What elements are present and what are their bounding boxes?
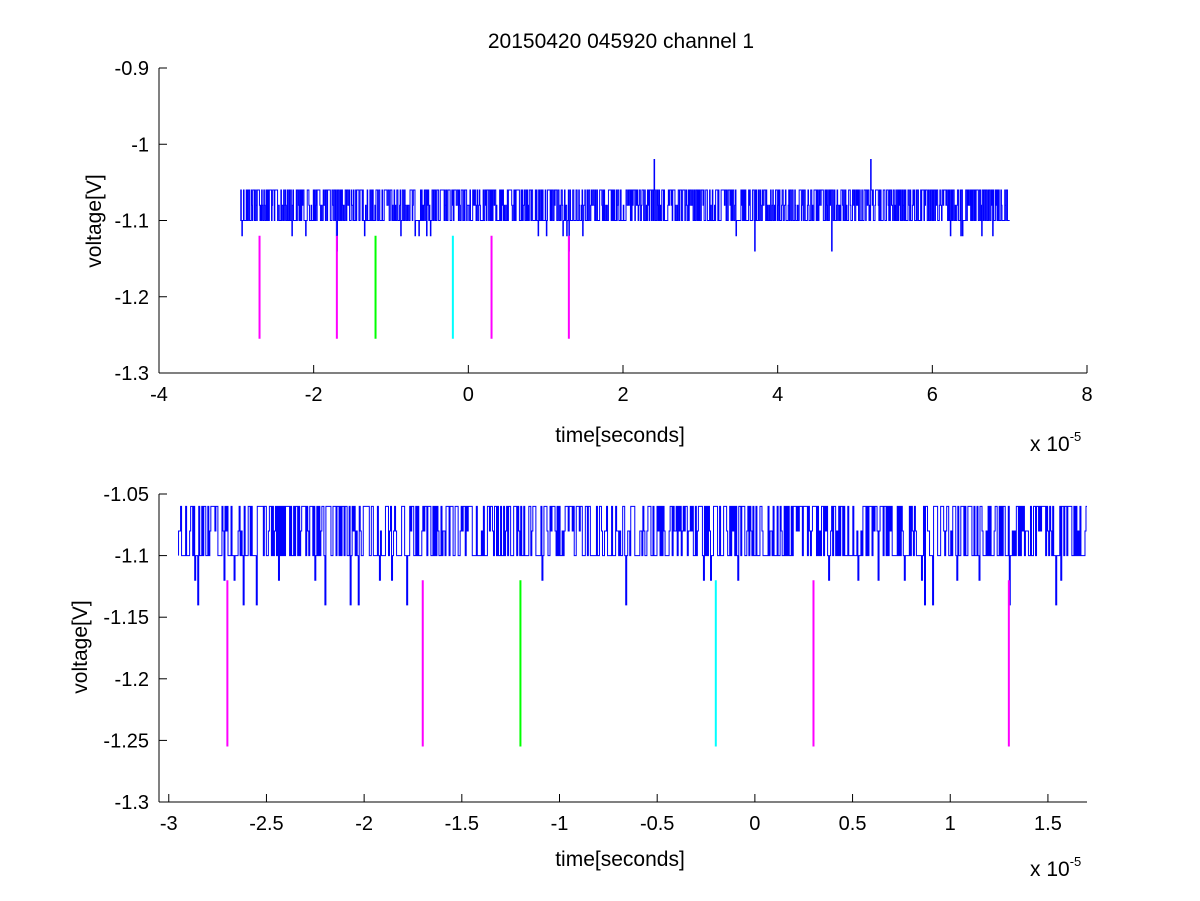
bottom-plot-x-tick-label: 0 xyxy=(749,813,760,835)
top-plot-y-tick-label: -1.2 xyxy=(115,287,149,309)
bottom-plot-y-tick-label: -1.1 xyxy=(115,546,149,568)
top-plot-ylabel: voltage[V] xyxy=(83,174,106,267)
top-plot-x-tick-label: -4 xyxy=(150,384,168,406)
top-plot-title: 20150420 045920 channel 1 xyxy=(488,30,754,53)
bottom-plot-x-tick-label: -0.5 xyxy=(640,813,674,835)
bottom-plot-x-exponent: x 10-5 xyxy=(1030,854,1081,881)
bottom-plot-voltage-trace xyxy=(178,505,1087,606)
bottom-plot-x-tick-label: -1 xyxy=(551,813,569,835)
bottom-plot-y-tick-label: -1.3 xyxy=(115,792,149,814)
top-plot-voltage-trace xyxy=(240,159,1010,252)
bottom-plot-x-tick-label: -2.5 xyxy=(249,813,283,835)
bottom-plot-y-tick-label: -1.15 xyxy=(103,607,149,629)
bottom-plot-x-tick-label: -1.5 xyxy=(445,813,479,835)
bottom-plot-x-exponent-base: x 10 xyxy=(1030,858,1070,881)
top-plot-x-tick-label: -2 xyxy=(305,384,323,406)
top-plot-y-tick-label: -1 xyxy=(131,134,149,156)
bottom-plot-x-tick-label: 0.5 xyxy=(839,813,867,835)
top-plot-panel: 20150420 045920 channel 1 time[seconds] … xyxy=(83,30,1093,456)
bottom-plot-y-tick-label: -1.25 xyxy=(103,730,149,752)
bottom-plot-x-tick-label: -3 xyxy=(160,813,178,835)
top-plot-x-tick-label: 4 xyxy=(772,384,783,406)
top-plot-x-tick-label: 8 xyxy=(1081,384,1092,406)
bottom-plot-ylabel: voltage[V] xyxy=(69,600,92,693)
bottom-plot-x-tick-label: 1 xyxy=(945,813,956,835)
top-plot-xlabel: time[seconds] xyxy=(555,424,685,447)
top-plot-x-exponent-power: -5 xyxy=(1070,429,1082,444)
bottom-plot-xlabel: time[seconds] xyxy=(555,848,685,871)
bottom-plot-x-tick-label: 1.5 xyxy=(1034,813,1062,835)
top-plot-x-tick-label: 0 xyxy=(463,384,474,406)
bottom-plot-x-tick-label: -2 xyxy=(355,813,373,835)
top-plot-y-tick-label: -1.3 xyxy=(115,363,149,385)
top-plot-y-tick-label: -1.1 xyxy=(115,211,149,233)
bottom-plot-x-exponent-power: -5 xyxy=(1070,854,1082,869)
bottom-plot-panel: time[seconds] voltage[V] x 10-5 -3 -2.5 -2… xyxy=(69,484,1087,881)
bottom-plot-y-tick-label: -1.05 xyxy=(103,484,149,506)
top-plot-y-tick-label: -0.9 xyxy=(115,58,149,80)
top-plot-x-exponent-base: x 10 xyxy=(1030,433,1070,456)
top-plot-x-exponent: x 10-5 xyxy=(1030,429,1081,456)
bottom-plot-y-tick-label: -1.2 xyxy=(115,669,149,691)
top-plot-x-tick-label: 2 xyxy=(617,384,628,406)
top-plot-x-tick-label: 6 xyxy=(927,384,938,406)
